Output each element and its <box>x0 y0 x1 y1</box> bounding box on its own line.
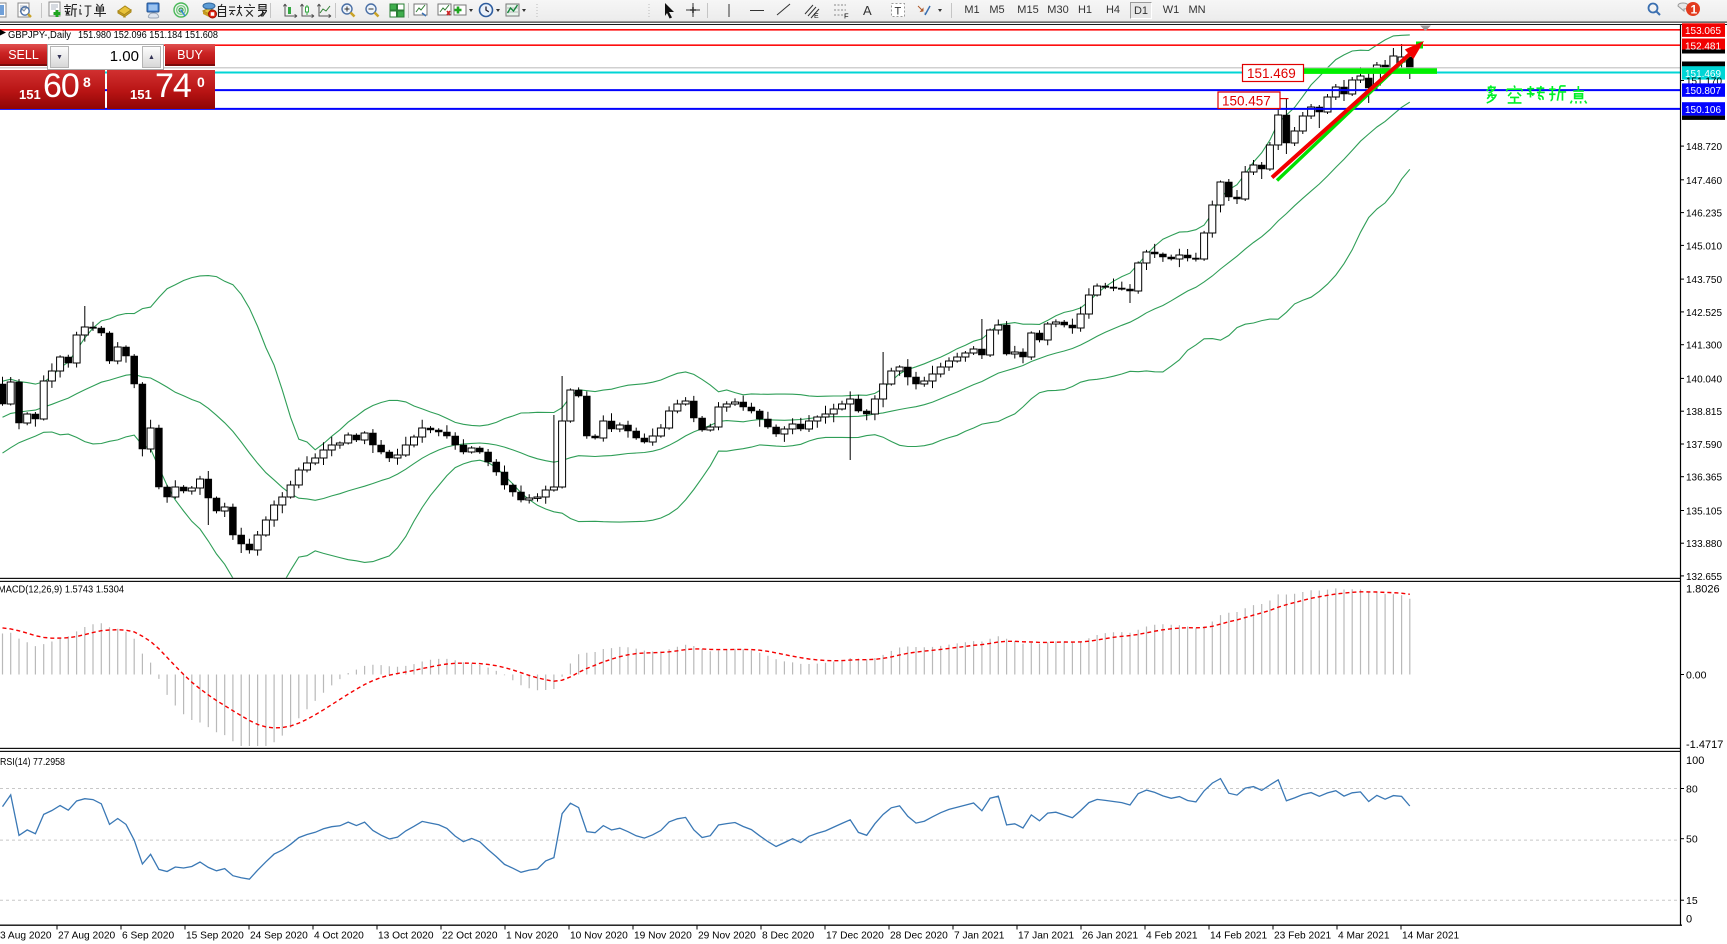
svg-text:133.880: 133.880 <box>1686 538 1722 550</box>
svg-text:17 Jan 2021: 17 Jan 2021 <box>1018 931 1074 942</box>
svg-text:14 Feb 2021: 14 Feb 2021 <box>1210 931 1268 942</box>
svg-text:-1.4717: -1.4717 <box>1686 739 1723 751</box>
svg-text:151.980 152.096 151.184 151.60: 151.980 152.096 151.184 151.608 <box>78 30 218 41</box>
svg-text:RSI(14) 77.2958: RSI(14) 77.2958 <box>0 756 65 768</box>
svg-text:24 Sep 2020: 24 Sep 2020 <box>250 931 308 942</box>
svg-text:MACD(12,26,9) 1.5743 1.5304: MACD(12,26,9) 1.5743 1.5304 <box>0 584 124 596</box>
svg-text:19 Nov 2020: 19 Nov 2020 <box>634 931 692 942</box>
svg-text:143.750: 143.750 <box>1686 274 1722 286</box>
svg-text:1 Nov 2020: 1 Nov 2020 <box>506 931 558 942</box>
svg-text:T: T <box>895 6 902 18</box>
svg-text:29 Nov 2020: 29 Nov 2020 <box>698 931 756 942</box>
svg-text:10 Nov 2020: 10 Nov 2020 <box>570 931 628 942</box>
svg-text:F: F <box>844 12 849 21</box>
svg-text:153.065: 153.065 <box>1685 25 1721 37</box>
svg-text:152.481: 152.481 <box>1685 40 1721 52</box>
svg-text:22 Oct 2020: 22 Oct 2020 <box>442 931 498 942</box>
svg-text:150.457: 150.457 <box>1222 93 1271 108</box>
svg-text:137.590: 137.590 <box>1686 439 1722 451</box>
svg-text:146.235: 146.235 <box>1686 208 1722 220</box>
svg-text:4 Feb 2021: 4 Feb 2021 <box>1146 931 1198 942</box>
svg-text:0: 0 <box>1686 914 1692 926</box>
svg-text:8 Dec 2020: 8 Dec 2020 <box>762 931 814 942</box>
svg-text:142.525: 142.525 <box>1686 307 1722 319</box>
svg-text:17 Dec 2020: 17 Dec 2020 <box>826 931 884 942</box>
svg-text:4 Oct 2020: 4 Oct 2020 <box>314 931 364 942</box>
svg-text:141.300: 141.300 <box>1686 340 1722 352</box>
svg-text:80: 80 <box>1686 784 1698 796</box>
svg-text:28 Dec 2020: 28 Dec 2020 <box>890 931 948 942</box>
svg-text:13 Oct 2020: 13 Oct 2020 <box>378 931 434 942</box>
svg-text:27 Aug 2020: 27 Aug 2020 <box>58 931 116 942</box>
svg-text:4 Mar 2021: 4 Mar 2021 <box>1338 931 1390 942</box>
svg-text:1: 1 <box>1691 3 1698 17</box>
svg-text:100: 100 <box>1686 755 1704 767</box>
svg-text:148.720: 148.720 <box>1686 141 1722 153</box>
svg-text:140.040: 140.040 <box>1686 373 1722 385</box>
svg-text:7 Jan 2021: 7 Jan 2021 <box>954 931 1005 942</box>
svg-text:151.469: 151.469 <box>1685 68 1721 80</box>
svg-text:135.105: 135.105 <box>1686 506 1722 518</box>
svg-text:145.010: 145.010 <box>1686 240 1722 252</box>
svg-text:14 Mar 2021: 14 Mar 2021 <box>1402 931 1460 942</box>
svg-text:1.8026: 1.8026 <box>1686 584 1720 596</box>
svg-text:50: 50 <box>1686 834 1698 846</box>
svg-text:15: 15 <box>1686 895 1698 907</box>
svg-text:132.655: 132.655 <box>1686 571 1722 583</box>
svg-text:150.106: 150.106 <box>1685 104 1721 116</box>
svg-text:A: A <box>863 3 872 18</box>
svg-text:3 Aug 2020: 3 Aug 2020 <box>0 931 52 942</box>
svg-text:0.00: 0.00 <box>1686 670 1707 682</box>
svg-text:26 Jan 2021: 26 Jan 2021 <box>1082 931 1138 942</box>
svg-text:15 Sep 2020: 15 Sep 2020 <box>186 931 244 942</box>
svg-text:150.807: 150.807 <box>1685 85 1721 97</box>
svg-text:E: E <box>814 13 819 20</box>
svg-text:147.460: 147.460 <box>1686 175 1722 187</box>
svg-text:138.815: 138.815 <box>1686 406 1722 418</box>
svg-text:151.469: 151.469 <box>1247 66 1296 81</box>
svg-text:6 Sep 2020: 6 Sep 2020 <box>122 931 174 942</box>
svg-text:GBPJPY-,Daily: GBPJPY-,Daily <box>8 30 71 41</box>
svg-text:23 Feb 2021: 23 Feb 2021 <box>1274 931 1332 942</box>
svg-text:136.365: 136.365 <box>1686 472 1722 484</box>
